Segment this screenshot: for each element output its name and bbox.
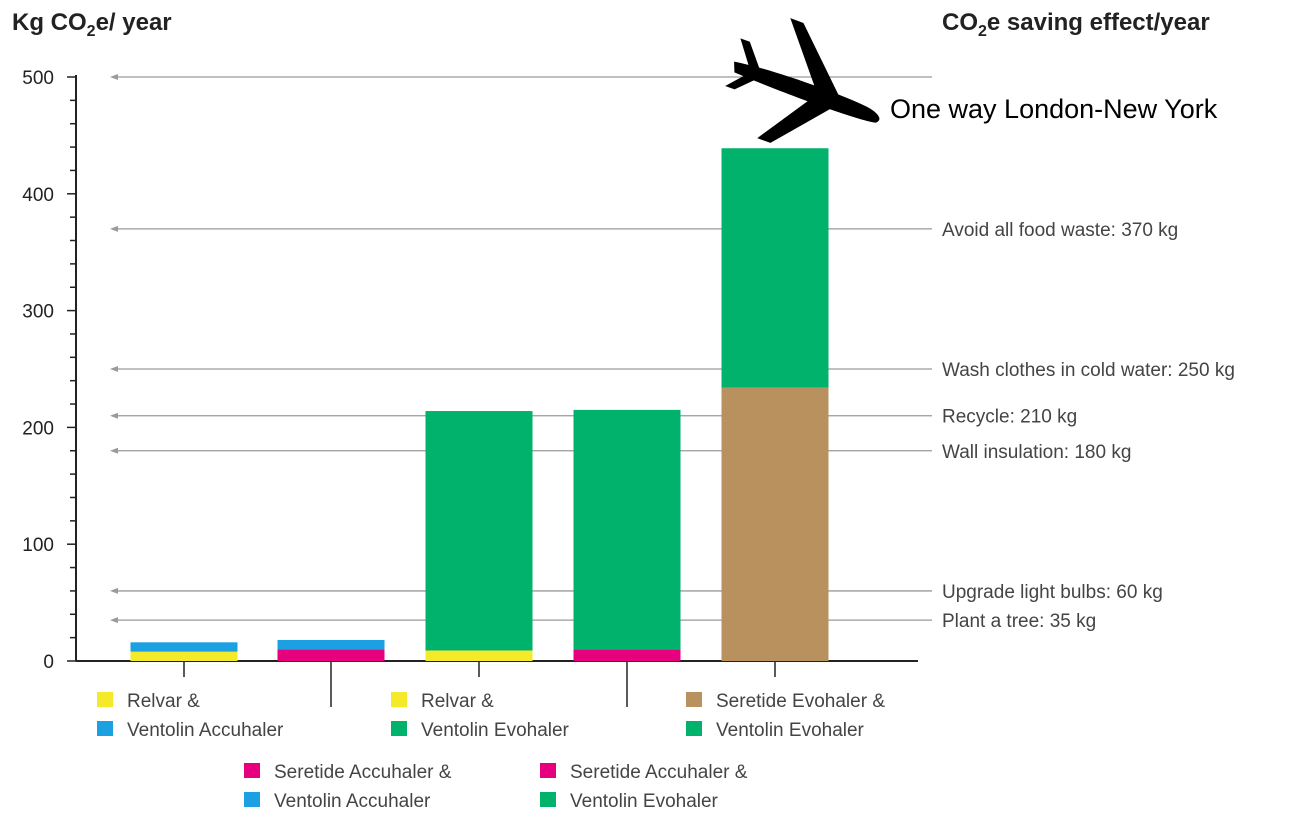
legend-swatch [244,792,260,807]
reference-labels: Avoid all food waste: 370 kg Wash clothes… [942,220,1235,632]
y-tick-label: 400 [22,185,54,206]
reference-label: Plant a tree: 35 kg [942,611,1096,632]
bar-segment [721,148,829,388]
bar-segment [277,639,385,650]
legend-label: Ventolin Evohaler [570,791,719,812]
right-axis-title: CO2e saving effect/year [942,9,1210,40]
legend-swatch [391,721,407,736]
bar-segment [277,649,385,661]
legend-label: Relvar & [127,691,200,712]
reference-arrow [110,225,118,232]
legend: Relvar & Ventolin Accuhaler Relvar & Ventol… [97,691,885,812]
legend-label: Ventolin Evohaler [421,720,570,741]
bar-segment [425,650,533,661]
bar-segment [573,409,681,650]
reference-label: Wall insulation: 180 kg [942,442,1131,463]
bar-segment [573,649,681,661]
reference-arrow [110,587,118,594]
y-tick-label: 300 [22,302,54,323]
y-axis-title: Kg CO2e/ year [12,9,172,40]
flight-reference-arrow [110,74,118,80]
legend-swatch [97,692,113,707]
legend-label: Ventolin Accuhaler [127,720,284,741]
airplane-icon [725,18,880,143]
legend-swatch [686,721,702,736]
bar-segment [130,651,238,661]
legend-label: Seretide Accuhaler & [570,762,748,783]
legend-swatch [97,721,113,736]
legend-swatch [244,763,260,778]
y-tick-label: 0 [43,652,54,673]
bars [130,148,829,661]
reference-label: Upgrade light bulbs: 60 kg [942,582,1163,603]
reference-arrow [110,617,118,624]
legend-label: Seretide Evohaler & [716,691,885,712]
reference-arrow [110,366,118,372]
y-tick-label: 500 [22,68,54,89]
legend-label: Relvar & [421,691,494,712]
reference-label: Recycle: 210 kg [942,407,1077,428]
reference-label: Avoid all food waste: 370 kg [942,220,1178,241]
flight-label: One way London-New York [890,94,1218,124]
legend-swatch [540,792,556,807]
y-tick-label: 100 [22,535,54,556]
bar-segment [721,387,829,661]
legend-swatch [391,692,407,707]
reference-arrow [110,412,118,419]
legend-swatch [686,692,702,707]
legend-label: Ventolin Accuhaler [274,791,431,812]
bar-segment [425,411,533,651]
legend-swatch [540,763,556,778]
y-tick-label: 200 [22,418,54,439]
reference-arrow [110,447,118,454]
legend-label: Seretide Accuhaler & [274,762,452,783]
legend-label: Ventolin Evohaler [716,720,865,741]
reference-label: Wash clothes in cold water: 250 kg [942,360,1235,381]
bar-segment [130,642,238,652]
